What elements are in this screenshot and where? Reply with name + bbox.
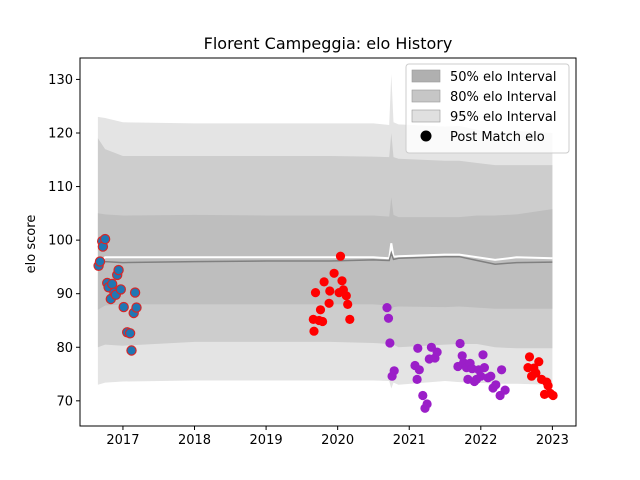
median-line — [97, 250, 553, 268]
legend-label: 50% elo Interval — [450, 70, 557, 85]
y-tick-label: 90 — [56, 287, 73, 302]
data-point — [324, 298, 334, 308]
data-point — [524, 352, 535, 362]
data-point — [94, 256, 106, 267]
data-point — [412, 374, 422, 384]
data-point — [389, 366, 399, 376]
data-point — [383, 313, 394, 323]
mean-line — [97, 243, 553, 265]
data-point — [543, 381, 553, 391]
data-point — [106, 278, 118, 290]
data-point — [124, 328, 136, 339]
data-point — [315, 305, 326, 315]
data-point — [478, 350, 488, 360]
data-point — [385, 338, 395, 348]
legend-marker — [420, 130, 432, 142]
data-point — [341, 291, 351, 301]
data-point — [337, 276, 347, 286]
x-tick-label: 2022 — [464, 433, 497, 448]
chart-title: Florent Campeggia: elo History — [204, 34, 453, 53]
data-point — [329, 268, 339, 278]
data-point — [99, 233, 111, 245]
data-point — [491, 380, 501, 390]
data-point — [345, 314, 355, 324]
data-point — [325, 286, 335, 296]
data-point — [115, 284, 127, 295]
legend-label: Post Match elo — [450, 130, 545, 145]
data-point — [486, 371, 496, 381]
data-point — [418, 390, 428, 401]
data-point — [335, 251, 346, 261]
data-point — [500, 385, 510, 395]
legend-label: 80% elo Interval — [450, 90, 557, 105]
y-tick-label: 110 — [48, 180, 73, 195]
data-point — [455, 338, 465, 349]
data-point — [432, 347, 442, 357]
legend-swatch — [411, 69, 441, 83]
legend-swatch — [411, 109, 441, 123]
data-point — [548, 390, 558, 401]
data-point — [531, 368, 541, 378]
y-tick-label: 120 — [48, 126, 73, 141]
axes: 2017 2018 2019 2020 2021 2022 2023 70 80 90 100 110… — [48, 57, 577, 448]
data-point — [310, 288, 321, 298]
band-50 — [97, 197, 553, 310]
y-tick-label: 130 — [48, 73, 73, 88]
data-point — [343, 299, 353, 309]
legend-box — [405, 63, 570, 154]
data-point — [422, 399, 432, 409]
data-point — [457, 351, 467, 361]
data-point — [118, 301, 129, 313]
x-tick-label: 2018 — [178, 433, 211, 448]
data-point — [318, 316, 328, 327]
x-tick-label: 2021 — [393, 433, 426, 448]
data-point — [126, 345, 137, 356]
data-point — [414, 365, 424, 375]
data-point — [113, 264, 124, 276]
legend: 50% elo Interval 80% elo Interval 95% elo … — [405, 63, 570, 154]
y-tick-label: 70 — [56, 394, 73, 409]
y-tick-label: 100 — [48, 234, 73, 249]
data-point — [309, 326, 319, 336]
data-point — [129, 287, 141, 298]
legend-label: 95% elo Interval — [450, 110, 557, 125]
legend-swatch — [411, 89, 441, 103]
axes-frame — [79, 57, 577, 427]
data-point — [319, 277, 329, 287]
x-tick-label: 2017 — [106, 433, 139, 448]
data-point — [382, 303, 392, 313]
data-point — [413, 343, 423, 353]
x-tick-label: 2023 — [536, 433, 569, 448]
y-axis-label: elo score — [24, 215, 39, 274]
data-point — [131, 302, 142, 313]
y-tick-label: 80 — [56, 341, 73, 356]
x-tick-label: 2019 — [250, 433, 283, 448]
x-tick-label: 2020 — [321, 433, 354, 448]
data-point — [497, 365, 507, 375]
data-point — [534, 357, 544, 367]
data-point — [479, 363, 489, 373]
data-point — [476, 371, 486, 381]
